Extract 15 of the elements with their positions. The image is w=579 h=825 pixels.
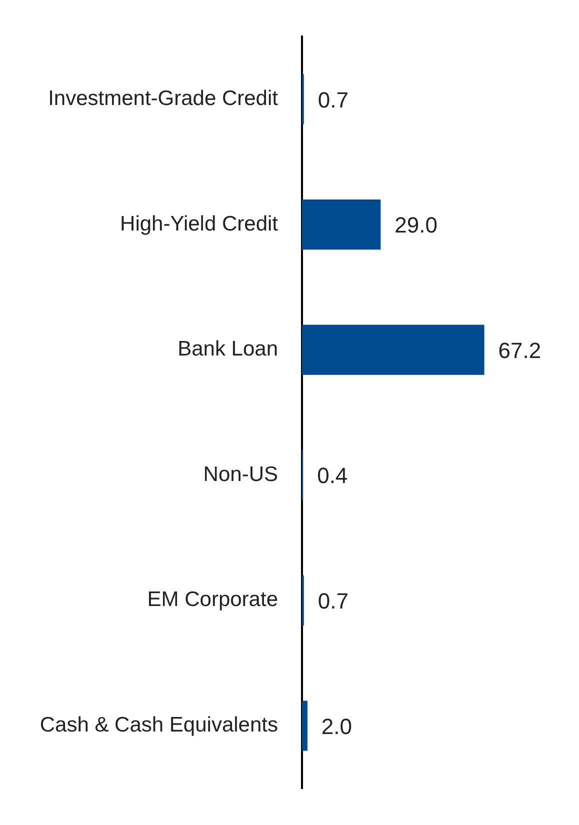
data-label: 0.7 [318,87,348,112]
bar [302,199,381,250]
y-tick-label: Non-US [203,462,278,486]
y-tick-label: Cash & Cash Equivalents [40,714,278,737]
y-tick-label: Bank Loan [178,338,278,361]
bar [302,324,484,375]
y-tick-label: High-Yield Credit [120,212,278,236]
y-tick-label: EM Corporate [147,588,278,612]
data-label: 0.7 [318,588,348,614]
data-label: 67.2 [498,338,542,363]
y-tick-label: Investment-Grade Credit [48,87,278,110]
data-label: 29.0 [394,212,438,238]
data-label: 2.0 [321,714,352,739]
bar [302,700,308,751]
data-label: 0.4 [317,463,348,488]
